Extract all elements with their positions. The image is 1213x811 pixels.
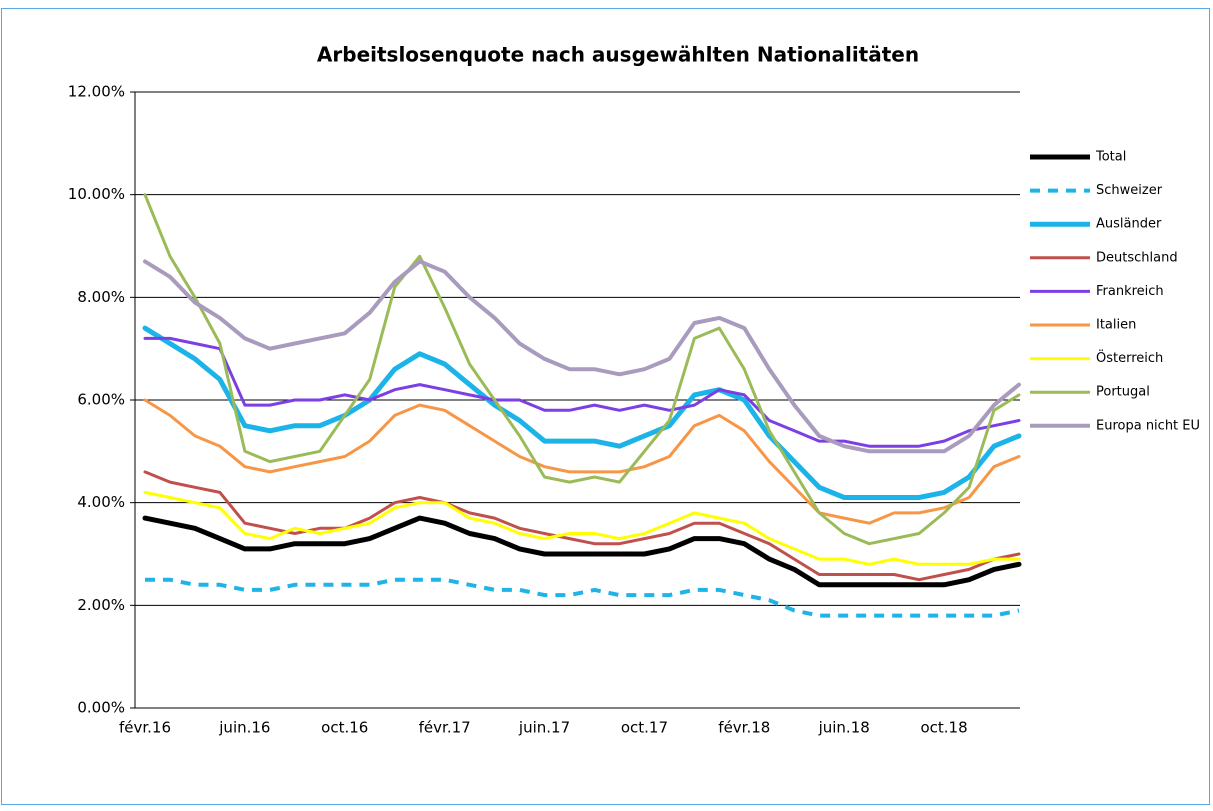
x-tick-label: oct.18 xyxy=(920,719,967,737)
legend-label: Italien xyxy=(1096,318,1136,333)
x-tick-label: juin.17 xyxy=(518,719,570,737)
legend-label: Portugal xyxy=(1096,385,1150,400)
x-tick-label: oct.17 xyxy=(621,719,668,737)
series-line xyxy=(142,515,1022,588)
series-line xyxy=(145,577,1020,618)
chart-title: Arbeitslosenquote nach ausgewählten Nati… xyxy=(317,43,919,67)
legend-label: Ausländer xyxy=(1096,217,1162,232)
y-tick-label: 0.00% xyxy=(77,699,125,717)
legend-label: Europa nicht EU xyxy=(1096,418,1200,433)
y-tick-label: 2.00% xyxy=(77,596,125,614)
y-tick-label: 12.00% xyxy=(68,83,125,101)
legend-label: Österreich xyxy=(1096,349,1163,366)
legend-label: Deutschland xyxy=(1096,250,1178,265)
series-line xyxy=(143,259,1021,454)
x-tick-label: oct.16 xyxy=(321,719,368,737)
y-tick-label: 8.00% xyxy=(77,288,125,306)
x-tick-label: févr.18 xyxy=(718,719,770,737)
series-line xyxy=(142,325,1022,500)
legend-label: Frankreich xyxy=(1096,284,1164,299)
x-tick-label: févr.17 xyxy=(419,719,471,737)
x-tick-label: févr.16 xyxy=(119,719,171,737)
x-tick-label: juin.18 xyxy=(818,719,870,737)
legend-label: Schweizer xyxy=(1096,183,1163,198)
series-line xyxy=(143,490,1021,566)
y-tick-label: 4.00% xyxy=(77,493,125,511)
series-line xyxy=(143,193,1021,546)
series-line xyxy=(143,398,1021,525)
x-tick-label: juin.16 xyxy=(218,719,270,737)
series-line xyxy=(143,470,1021,582)
legend-label: Total xyxy=(1095,150,1126,165)
y-tick-label: 6.00% xyxy=(77,391,125,409)
y-tick-label: 10.00% xyxy=(68,185,125,203)
series-line xyxy=(143,336,1021,448)
